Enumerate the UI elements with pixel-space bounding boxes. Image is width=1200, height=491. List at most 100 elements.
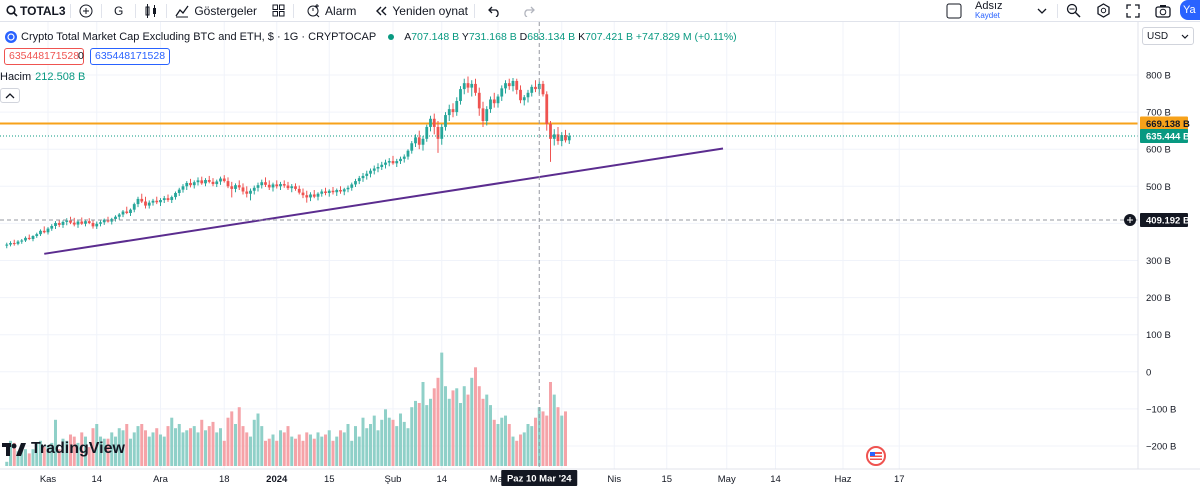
collapse-legend-button[interactable] [0, 88, 20, 103]
chart-type-button[interactable] [136, 0, 166, 22]
flag-stripes [870, 452, 882, 460]
volume-bar [207, 426, 211, 466]
templates-button[interactable] [263, 0, 293, 22]
volume-bar [327, 430, 331, 466]
candle-body [511, 80, 515, 87]
candle-body [335, 190, 339, 193]
candle-body [65, 220, 69, 222]
volume-bar [515, 440, 519, 466]
trend-line[interactable] [44, 147, 724, 255]
x-tick-label: Kas [40, 474, 57, 485]
top-toolbar: TOTAL3 G Göstergeler Alarm [0, 0, 1200, 22]
x-tick-label: 15 [324, 474, 335, 485]
volume-bar [477, 386, 481, 466]
candle-body [84, 221, 87, 224]
volume-bar [282, 432, 286, 466]
layout-select-button[interactable] [939, 0, 969, 22]
volume-bar [346, 424, 350, 466]
volume-bar [271, 434, 275, 466]
price-scale-bg[interactable] [1138, 22, 1200, 469]
quick-search-button[interactable] [1058, 0, 1088, 22]
volume-bar [204, 430, 207, 466]
compare-button[interactable] [71, 0, 101, 22]
candle-body [395, 161, 399, 164]
legend-title[interactable]: Crypto Total Market Cap Excluding BTC an… [21, 31, 377, 43]
candle-body [421, 138, 425, 145]
candles [5, 76, 571, 249]
volume-bar [159, 434, 162, 466]
redo-button[interactable] [513, 0, 543, 22]
market-status-dot-icon[interactable] [386, 28, 396, 46]
candle-body [174, 192, 177, 198]
replay-button[interactable]: Yeniden oynat [366, 0, 474, 22]
fullscreen-button[interactable] [1118, 0, 1148, 22]
alarm-icon [304, 2, 322, 20]
candle-body [27, 237, 31, 239]
tradingview-logo[interactable]: TradingView [2, 440, 125, 458]
candle-body [76, 221, 80, 225]
volume-bar [20, 447, 24, 466]
volume-bar [470, 377, 474, 466]
undo-button[interactable] [475, 0, 513, 22]
interval-button[interactable]: G [102, 0, 135, 22]
tradingview-logo-icon [2, 443, 26, 456]
volume-bar [312, 438, 316, 466]
volume-bar [534, 417, 537, 466]
candle-body [80, 221, 84, 224]
layout-name-label: Adsız [975, 0, 1003, 12]
layout-dropdown[interactable] [1027, 0, 1057, 22]
candle-body [556, 134, 560, 142]
divider [101, 3, 102, 18]
economic-event-flag[interactable] [866, 446, 886, 466]
fullscreen-icon [1124, 2, 1142, 20]
x-tick-label: Haz [835, 474, 852, 485]
layout-name[interactable]: Adsız Kaydet [969, 0, 1027, 22]
publish-button[interactable]: Ya [1180, 0, 1200, 20]
volume-bar [72, 436, 76, 466]
currency-select[interactable]: USD [1142, 27, 1194, 45]
indicators-button[interactable]: Göstergeler [167, 0, 263, 22]
candle-body [459, 89, 462, 101]
volume-bar [474, 367, 477, 466]
candle-body [399, 158, 402, 162]
time-scale-bg[interactable] [0, 469, 1200, 491]
candle-body [519, 89, 522, 101]
candle-body [166, 198, 170, 201]
candle-body [350, 184, 354, 188]
save-label: Kaydet [975, 10, 1000, 20]
symbol-search[interactable]: TOTAL3 [0, 0, 70, 22]
x-tick-label: 14 [436, 474, 447, 485]
volume-bar [522, 432, 526, 466]
volume-bar [342, 432, 346, 466]
candle-body [462, 83, 466, 90]
candle-body [515, 80, 519, 90]
snapshot-button[interactable] [1148, 0, 1178, 22]
buy-price-button[interactable]: 635448171528 [90, 48, 171, 65]
replay-label: Yeniden oynat [392, 3, 469, 18]
buy-price: 635448171528 [95, 50, 166, 62]
candle-body [241, 187, 245, 192]
settings-button[interactable] [1088, 0, 1118, 22]
candle-body [230, 186, 234, 189]
volume-bar [417, 403, 421, 466]
volume-bar [114, 436, 117, 466]
indicators-icon [173, 2, 191, 20]
candle-body [237, 185, 241, 188]
volume-bar [369, 424, 372, 466]
candle-body [541, 83, 545, 95]
volume-bar [260, 426, 264, 466]
sell-price-button[interactable]: 635448171528 [4, 48, 85, 65]
candle-body [425, 126, 429, 139]
ohlc-values: A707.148 B Y731.168 B D683.134 B K707.42… [404, 31, 737, 43]
add-alert-plus-icon[interactable] [1124, 213, 1136, 226]
volume-bar [5, 461, 9, 466]
alarm-button[interactable]: Alarm [294, 0, 366, 22]
price-scale-badges: 669.138 B 635.444 B 409.192 B [1124, 116, 1190, 227]
volume-bar [16, 451, 20, 466]
volume-bar [395, 426, 399, 466]
spread-value: 0 [78, 50, 84, 62]
volume-bar [447, 398, 451, 466]
volume-bar [50, 442, 54, 466]
candle-body [91, 223, 95, 227]
